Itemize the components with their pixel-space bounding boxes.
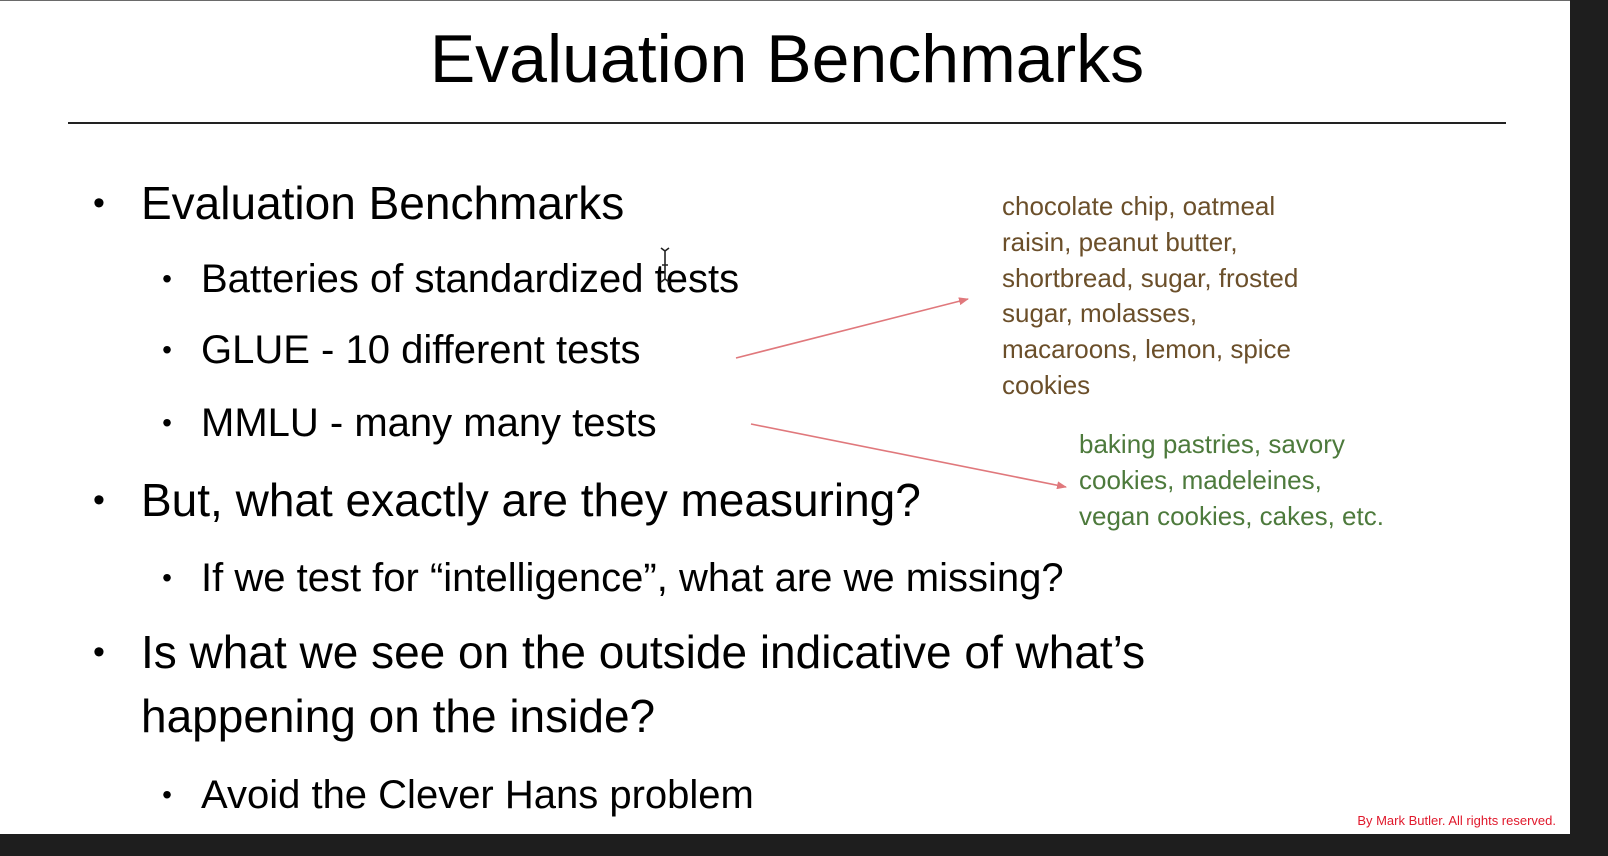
sub-bullet-clever-hans: • Avoid the Clever Hans problem bbox=[162, 767, 754, 823]
text-cursor-icon bbox=[660, 247, 670, 283]
slide-title: Evaluation Benchmarks bbox=[429, 21, 1145, 97]
arrow-glue-to-cookies bbox=[735, 297, 969, 359]
bullet-marker: • bbox=[93, 633, 105, 671]
annotation-arrows bbox=[735, 297, 1067, 490]
bullet-marker: • bbox=[162, 407, 172, 438]
bullet-marker: • bbox=[162, 334, 172, 365]
bullet-text: MMLU - many many tests bbox=[201, 401, 657, 445]
bullet-what-measuring: • But, what exactly are they measuring? bbox=[93, 468, 921, 532]
bullet-marker: • bbox=[93, 481, 105, 519]
annotation-line: baking pastries, savory bbox=[1079, 429, 1345, 459]
annotation-line: sugar, molasses, bbox=[1002, 298, 1198, 329]
copyright-notice: By Mark Butler. All rights reserved. bbox=[1357, 813, 1556, 828]
annotation-line: cookies bbox=[1002, 369, 1091, 400]
title-divider bbox=[68, 122, 1506, 124]
bullet-evaluation-benchmarks: • Evaluation Benchmarks bbox=[93, 171, 625, 235]
bullet-marker: • bbox=[162, 263, 172, 294]
bullet-marker: • bbox=[162, 779, 172, 810]
bullet-text: But, what exactly are they measuring? bbox=[141, 474, 921, 526]
bullet-text: Batteries of standardized tests bbox=[201, 257, 740, 301]
sub-bullet-intelligence: • If we test for “intelligence”, what ar… bbox=[162, 550, 1064, 606]
bullet-text: If we test for “intelligence”, what are … bbox=[201, 556, 1064, 600]
bullet-text-line-2: happening on the inside? bbox=[141, 690, 656, 742]
annotation-line: vegan cookies, cakes, etc. bbox=[1079, 500, 1384, 531]
presentation-slide: Evaluation Benchmarks • Evaluation Bench… bbox=[0, 0, 1570, 835]
arrow-mmlu-to-pastries bbox=[750, 423, 1067, 490]
bullet-text: Evaluation Benchmarks bbox=[141, 177, 625, 229]
annotation-baking-types: baking pastries, savory cookies, madelei… bbox=[1079, 427, 1384, 534]
bullet-marker: • bbox=[162, 562, 172, 593]
annotation-cookie-types: chocolate chip, oatmeal raisin, peanut b… bbox=[1002, 189, 1298, 404]
sub-bullet-batteries: • Batteries of standardized tests bbox=[162, 251, 740, 307]
bullet-text-line-1: Is what we see on the outside indicative… bbox=[141, 626, 1146, 678]
bullet-outside-inside: • Is what we see on the outside indicati… bbox=[93, 620, 1146, 748]
window-edge-right bbox=[1570, 0, 1608, 856]
window-edge-bottom bbox=[0, 834, 1608, 856]
annotation-line: shortbread, sugar, frosted bbox=[1002, 262, 1299, 293]
sub-bullet-mmlu: • MMLU - many many tests bbox=[162, 395, 657, 451]
annotation-line: macaroons, lemon, spice bbox=[1002, 334, 1292, 365]
bullet-marker: • bbox=[93, 184, 105, 222]
annotation-line: raisin, peanut butter, bbox=[1002, 226, 1238, 257]
annotation-line: cookies, madeleines, bbox=[1079, 464, 1322, 495]
bullet-text: GLUE - 10 different tests bbox=[201, 328, 641, 372]
sub-bullet-glue: • GLUE - 10 different tests bbox=[162, 322, 641, 378]
annotation-line: chocolate chip, oatmeal bbox=[1002, 191, 1276, 221]
bullet-text: Avoid the Clever Hans problem bbox=[201, 773, 754, 817]
